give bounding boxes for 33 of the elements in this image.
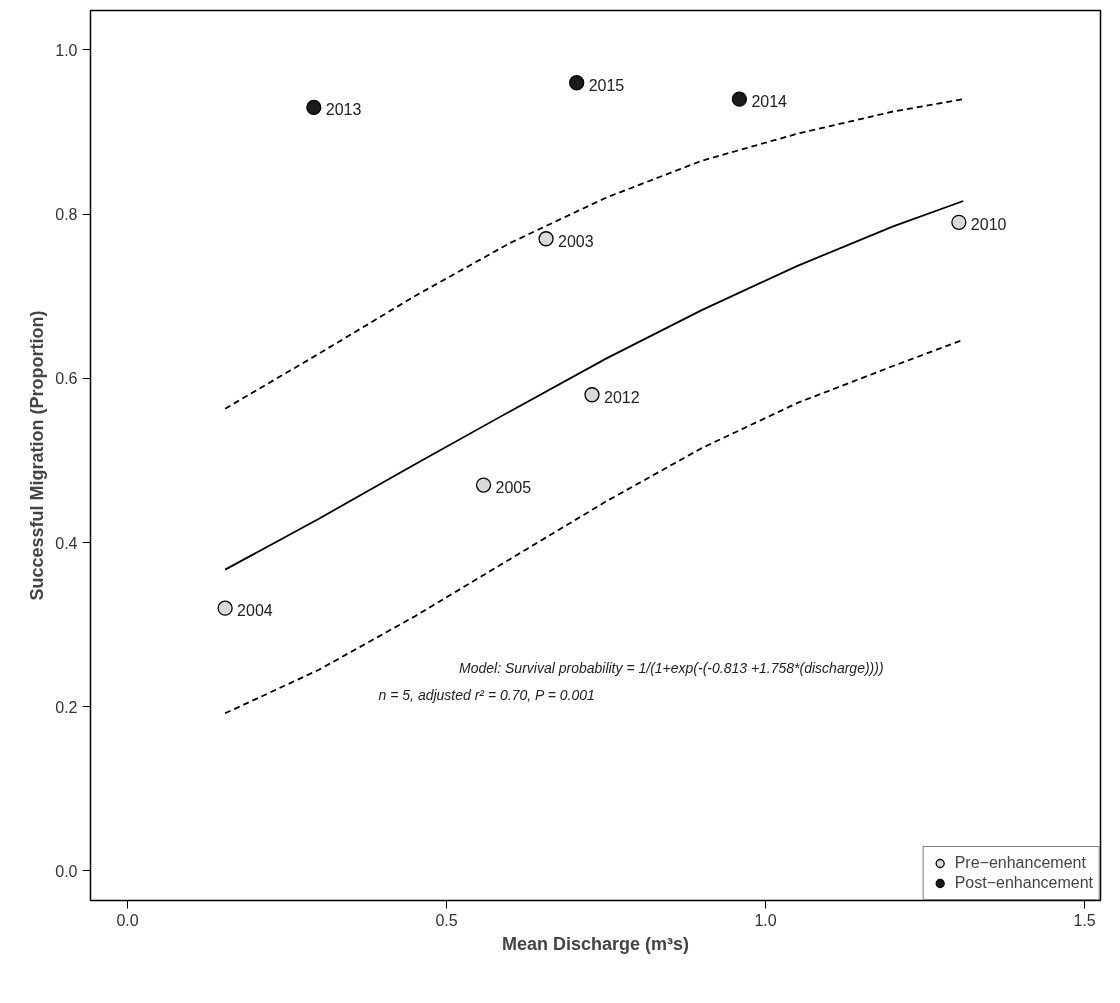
x-axis-title: Mean Discharge (m³s) xyxy=(501,933,690,954)
point xyxy=(569,75,585,91)
point xyxy=(951,214,967,230)
y-tick-label: 0.0 xyxy=(55,862,78,880)
x-tick-label: 0.0 xyxy=(116,911,139,929)
legend-label: Post−enhancement xyxy=(954,874,1093,892)
y-tick-label: 0.2 xyxy=(55,698,78,716)
annotation: 2013 xyxy=(325,101,362,119)
annotation: 2005 xyxy=(495,479,532,497)
point xyxy=(538,231,554,247)
point xyxy=(584,387,600,403)
x-tick-label: 1.0 xyxy=(754,911,777,929)
x-tick-label: 1.5 xyxy=(1073,911,1096,929)
annotation: Model: Survival probability = 1/(1+exp(-(-0.813 +1.758*(discharge)))) xyxy=(459,660,884,677)
point xyxy=(475,477,492,493)
y-tick-label: 0.6 xyxy=(55,370,78,388)
line-series xyxy=(224,200,965,571)
annotation: 2015 xyxy=(588,76,625,94)
point xyxy=(306,99,322,116)
y-tick-label: 0.4 xyxy=(55,534,78,552)
annotation: 2012 xyxy=(603,388,640,406)
annotation: n = 5, adjusted r² = 0.70, P = 0.001 xyxy=(378,686,595,703)
x-tick-label: 0.5 xyxy=(435,911,458,929)
legend-label: Pre−enhancement xyxy=(954,854,1086,872)
annotation: 2014 xyxy=(751,93,788,111)
y-tick-label: 0.8 xyxy=(55,206,78,224)
y-axis-title: Successful Migration (Proportion) xyxy=(27,310,48,601)
point xyxy=(217,600,233,616)
point xyxy=(731,91,748,107)
annotation: 2010 xyxy=(970,216,1007,234)
y-tick-label: 1.0 xyxy=(55,41,78,59)
annotation: 2003 xyxy=(558,232,594,250)
annotation: 2004 xyxy=(237,602,273,620)
